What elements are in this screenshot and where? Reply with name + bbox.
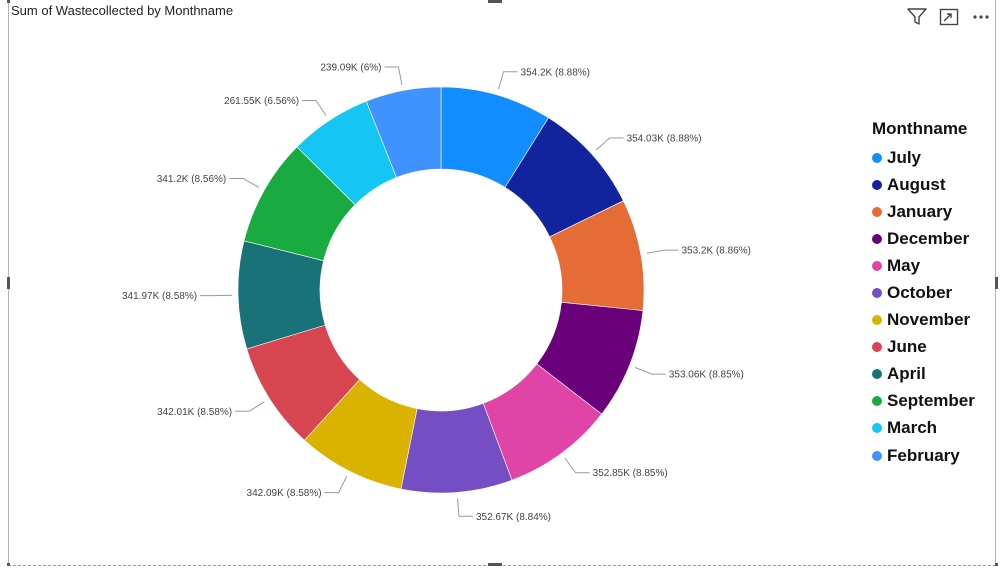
legend-marker [872, 423, 882, 434]
data-label-march: 261.55K (6.56%) [224, 96, 299, 107]
data-label-july: 354.2K (8.88%) [521, 67, 591, 78]
legend-label: December [887, 228, 970, 248]
data-label-may: 352.85K (8.85%) [593, 468, 668, 479]
legend-item-october[interactable]: October [872, 279, 975, 306]
legend-marker [872, 342, 882, 353]
data-label-april: 341.97K (8.58%) [122, 291, 197, 302]
legend-title: Monthname [872, 119, 968, 138]
legend-marker [872, 450, 882, 461]
resize-handle-bottom-right[interactable] [995, 563, 998, 566]
leader-line-december [634, 366, 666, 375]
slice-february[interactable] [365, 86, 442, 178]
resize-handle-right[interactable] [995, 277, 998, 289]
leader-line-january [646, 249, 679, 254]
legend-item-august[interactable]: August [872, 171, 975, 198]
legend-label: August [887, 174, 946, 194]
legend-label: September [887, 391, 975, 411]
leader-line-march [302, 99, 327, 116]
legend-marker [872, 233, 882, 244]
resize-handle-top[interactable] [488, 0, 502, 3]
legend-marker [872, 179, 882, 190]
legend-item-february[interactable]: February [872, 442, 975, 469]
resize-handle-top-left[interactable] [7, 0, 10, 3]
visual-header-icons [906, 7, 992, 27]
more-options-icon[interactable] [970, 7, 992, 27]
legend-item-january[interactable]: January [872, 198, 975, 225]
legend-label: June [887, 337, 927, 357]
leader-line-june [235, 401, 265, 412]
visual-title: Sum of Wastecollected by Monthname [11, 3, 234, 18]
legend-label: April [887, 364, 926, 384]
legend-item-july[interactable]: July [872, 144, 975, 171]
legend: Monthname July August January December May Oc… [872, 119, 975, 469]
legend-label: July [887, 147, 922, 167]
legend-item-november[interactable]: November [872, 307, 975, 334]
focus-mode-icon[interactable] [938, 7, 960, 27]
legend-item-march[interactable]: March [872, 415, 975, 442]
leader-line-may [564, 457, 590, 474]
legend-label: October [887, 283, 953, 303]
leader-line-august [595, 137, 624, 151]
leader-line-september [229, 178, 260, 188]
resize-handle-left[interactable] [7, 277, 10, 289]
leader-line-october [457, 498, 473, 517]
legend-label: May [887, 255, 921, 275]
data-label-november: 342.09K (8.58%) [247, 488, 322, 499]
data-label-february: 239.09K (6%) [320, 63, 381, 74]
filter-icon[interactable] [906, 7, 928, 27]
resize-handle-bottom-left[interactable] [7, 563, 10, 566]
resize-handle-bottom[interactable] [488, 563, 502, 566]
data-label-june: 342.01K (8.58%) [157, 407, 232, 418]
legend-label: January [887, 201, 953, 221]
legend-label: November [887, 310, 971, 330]
legend-label: February [887, 445, 960, 465]
data-label-december: 353.06K (8.85%) [669, 370, 744, 381]
legend-item-may[interactable]: May [872, 252, 975, 279]
legend-marker [872, 152, 882, 163]
legend-marker [872, 260, 882, 271]
data-label-august: 354.03K (8.88%) [627, 133, 702, 144]
data-label-october: 352.67K (8.84%) [476, 512, 551, 523]
legend-marker [872, 288, 882, 299]
legend-marker [872, 369, 882, 380]
legend-marker [872, 396, 882, 407]
legend-item-april[interactable]: April [872, 361, 975, 388]
leader-line-february [384, 66, 403, 85]
leader-line-november [324, 476, 348, 494]
data-label-september: 341.2K (8.56%) [157, 174, 227, 185]
legend-marker [872, 315, 882, 326]
legend-marker [872, 206, 882, 217]
legend-item-december[interactable]: December [872, 225, 975, 252]
legend-item-september[interactable]: September [872, 388, 975, 415]
legend-item-june[interactable]: June [872, 334, 975, 361]
data-label-january: 353.2K (8.86%) [681, 246, 751, 257]
legend-label: March [887, 418, 938, 438]
leader-line-july [498, 71, 518, 90]
